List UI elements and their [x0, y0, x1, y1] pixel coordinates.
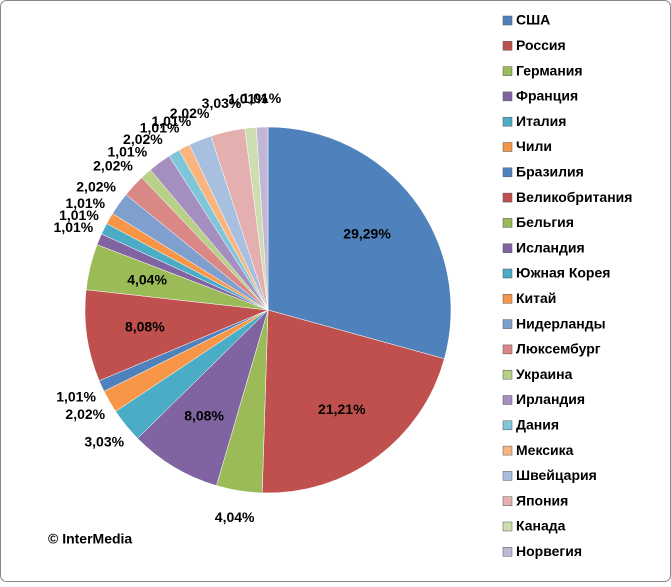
legend-label: Китай	[516, 290, 556, 306]
legend-swatch	[502, 369, 513, 380]
data-label: 2,02%	[93, 158, 133, 174]
data-label: 1,01%	[56, 388, 96, 404]
legend-label: Норвегия	[516, 543, 582, 559]
legend-swatch	[502, 496, 513, 506]
pie-slice	[84, 289, 269, 382]
legend-swatch	[502, 294, 513, 304]
legend-swatch	[502, 66, 513, 76]
legend-label: США	[516, 12, 550, 28]
data-label: 8,08%	[125, 318, 165, 334]
data-label: 1,01%	[65, 195, 105, 211]
legend-label: Ирландия	[516, 391, 585, 407]
legend-swatch	[502, 268, 513, 279]
data-label: 1,01%	[59, 207, 99, 223]
data-label: 4,04%	[215, 509, 255, 525]
legend-label: Южная Корея	[516, 265, 610, 281]
legend-swatch	[502, 319, 513, 329]
legend-swatch	[502, 116, 513, 127]
legend-label: Бразилия	[516, 164, 584, 180]
data-label: 1,01%	[107, 143, 147, 159]
legend-swatch	[502, 547, 513, 557]
data-label: 1,01%	[228, 91, 268, 107]
pie-slice	[261, 309, 445, 494]
legend-label: Бельгия	[516, 214, 574, 230]
legend-label: Украина	[516, 366, 573, 382]
legend-label: Люксембург	[516, 341, 601, 357]
data-label: 2,02%	[123, 131, 163, 147]
legend-label: Дания	[516, 417, 559, 433]
pie-slice	[256, 126, 269, 311]
data-label: 1,01%	[140, 120, 180, 136]
legend-swatch	[502, 395, 513, 405]
data-label: 1,01%	[151, 113, 191, 129]
pie-slice	[137, 309, 269, 486]
legend-label: Италия	[516, 113, 566, 129]
legend-label: Исландия	[516, 239, 585, 255]
legend-swatch	[502, 91, 513, 102]
legend-label: Канада	[516, 518, 566, 534]
legend-swatch	[502, 344, 513, 355]
legend-label: Нидерланды	[516, 315, 606, 331]
legend-swatch	[502, 471, 513, 481]
data-label: 3,03%	[84, 434, 124, 450]
data-label: 4,04%	[127, 271, 167, 287]
legend-swatch	[502, 167, 513, 178]
data-label: 1,01%	[54, 219, 94, 235]
legend-swatch	[502, 420, 513, 431]
legend-swatch	[502, 218, 513, 228]
legend-label: Германия	[516, 62, 583, 78]
legend-label: Мексика	[516, 442, 574, 458]
data-label: 2,02%	[76, 178, 116, 194]
legend-label: Франция	[516, 88, 578, 104]
legend-swatch	[502, 15, 513, 26]
legend-label: Россия	[516, 37, 566, 53]
legend-label: Великобритания	[516, 189, 632, 205]
data-label: 29,29%	[343, 225, 391, 241]
data-label: 1,01%	[241, 90, 281, 106]
legend-swatch	[502, 142, 513, 152]
legend-swatch	[502, 445, 513, 456]
data-label: 8,08%	[184, 407, 224, 423]
legend-swatch	[502, 521, 513, 532]
data-label: 21,21%	[318, 401, 366, 417]
data-label: 2,02%	[170, 105, 210, 121]
data-label: 3,03%	[202, 95, 242, 111]
legend-label: Швейцария	[516, 467, 597, 483]
annotation: © InterMedia	[48, 531, 132, 547]
legend-swatch	[502, 192, 513, 203]
legend-swatch	[502, 41, 513, 51]
legend-label: Япония	[516, 492, 568, 508]
data-label: 2,02%	[65, 406, 105, 422]
legend-swatch	[502, 243, 513, 253]
legend-label: Чили	[516, 138, 552, 154]
pie-slice	[267, 126, 452, 360]
